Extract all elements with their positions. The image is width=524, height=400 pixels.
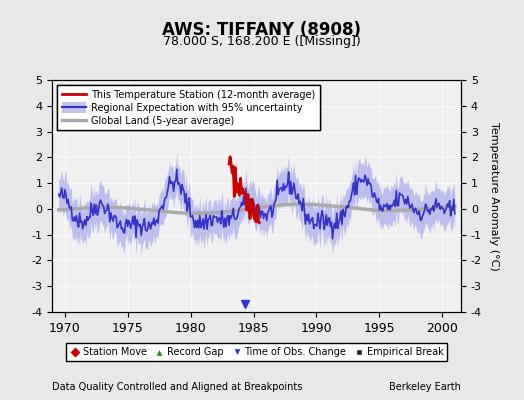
Text: Data Quality Controlled and Aligned at Breakpoints: Data Quality Controlled and Aligned at B… [52,382,303,392]
Text: 78.000 S, 168.200 E ([Missing]): 78.000 S, 168.200 E ([Missing]) [163,36,361,48]
Legend: Station Move, Record Gap, Time of Obs. Change, Empirical Break: Station Move, Record Gap, Time of Obs. C… [67,343,447,361]
Y-axis label: Temperature Anomaly (°C): Temperature Anomaly (°C) [489,122,499,270]
Legend: This Temperature Station (12-month average), Regional Expectation with 95% uncer: This Temperature Station (12-month avera… [57,85,320,130]
Text: Berkeley Earth: Berkeley Earth [389,382,461,392]
Text: AWS: TIFFANY (8908): AWS: TIFFANY (8908) [162,21,362,39]
